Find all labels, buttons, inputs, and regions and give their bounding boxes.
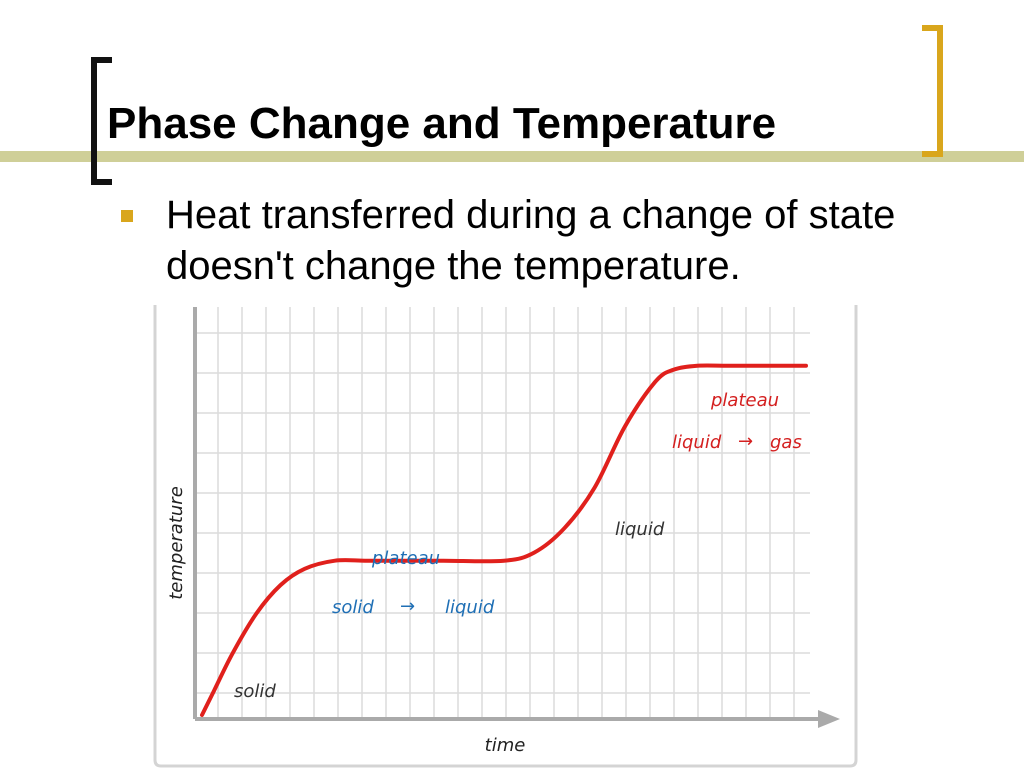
left-bracket-decoration	[91, 57, 112, 185]
right-bracket-decoration	[922, 25, 943, 157]
annotation-liquid: liquid	[615, 519, 665, 540]
y-axis-label: temperature	[166, 486, 187, 600]
chart-grid	[195, 307, 810, 717]
x-axis-arrowhead	[818, 710, 840, 728]
bullet-text: Heat transferred during a change of stat…	[166, 193, 896, 288]
annotation-solid: solid	[234, 681, 276, 702]
annotation-transition-1-arrow: →	[400, 596, 415, 617]
slide-title: Phase Change and Temperature	[107, 99, 777, 148]
phase-change-chart: temperature time solid plateau solid → l…	[153, 305, 858, 768]
annotation-transition-2-to: gas	[770, 432, 802, 453]
x-axis-label: time	[485, 735, 526, 756]
annotation-transition-1-from: solid	[332, 597, 374, 618]
annotation-plateau-2: plateau	[710, 390, 779, 411]
bullet-square-icon	[121, 210, 133, 222]
chart-frame	[153, 305, 858, 768]
annotation-transition-2-arrow: →	[738, 431, 753, 452]
annotation-transition-1-to: liquid	[445, 597, 495, 618]
series-line	[200, 363, 808, 717]
title-rule	[0, 151, 1024, 162]
annotation-transition-2-from: liquid	[672, 432, 722, 453]
annotation-plateau-1: plateau	[371, 548, 440, 569]
